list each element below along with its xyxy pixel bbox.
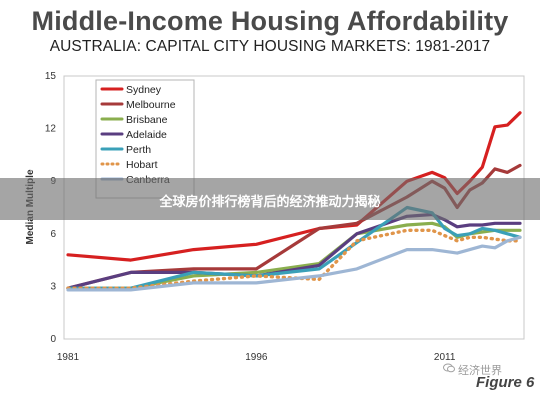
x-tick-label: 1996 [245,352,268,363]
legend-label: Hobart [126,159,158,171]
legend-label: Melbourne [126,99,176,111]
legend-label: Perth [126,144,151,156]
y-tick-label: 3 [50,281,56,292]
x-tick-label: 2011 [434,352,456,363]
legend-label: Sydney [126,84,162,96]
x-axis-ticks: 1981 1996 2011 [57,352,456,363]
overlay-banner [0,178,540,220]
figure-label: Figure 6 [476,374,535,391]
legend-label: Adelaide [126,129,167,141]
chart-title: Middle-Income Housing Affordability [31,6,509,36]
y-tick-label: 0 [50,334,56,345]
legend-label: Brisbane [126,114,168,126]
x-tick-label: 1981 [57,352,80,363]
y-tick-label: 15 [45,71,57,82]
y-tick-label: 6 [50,229,56,240]
series-line-hobart [66,228,522,290]
chat-bubble-icon [443,363,455,373]
series-line-sydney [66,111,522,262]
banner-text: 全球房价排行榜背后的经济推动力揭秘 [159,194,381,209]
y-tick-label: 12 [45,124,57,135]
chart-subtitle: AUSTRALIA: CAPITAL CITY HOUSING MARKETS:… [49,38,491,55]
watermark-text: 经济世界 [458,365,502,377]
series-line-canberra [66,235,522,292]
